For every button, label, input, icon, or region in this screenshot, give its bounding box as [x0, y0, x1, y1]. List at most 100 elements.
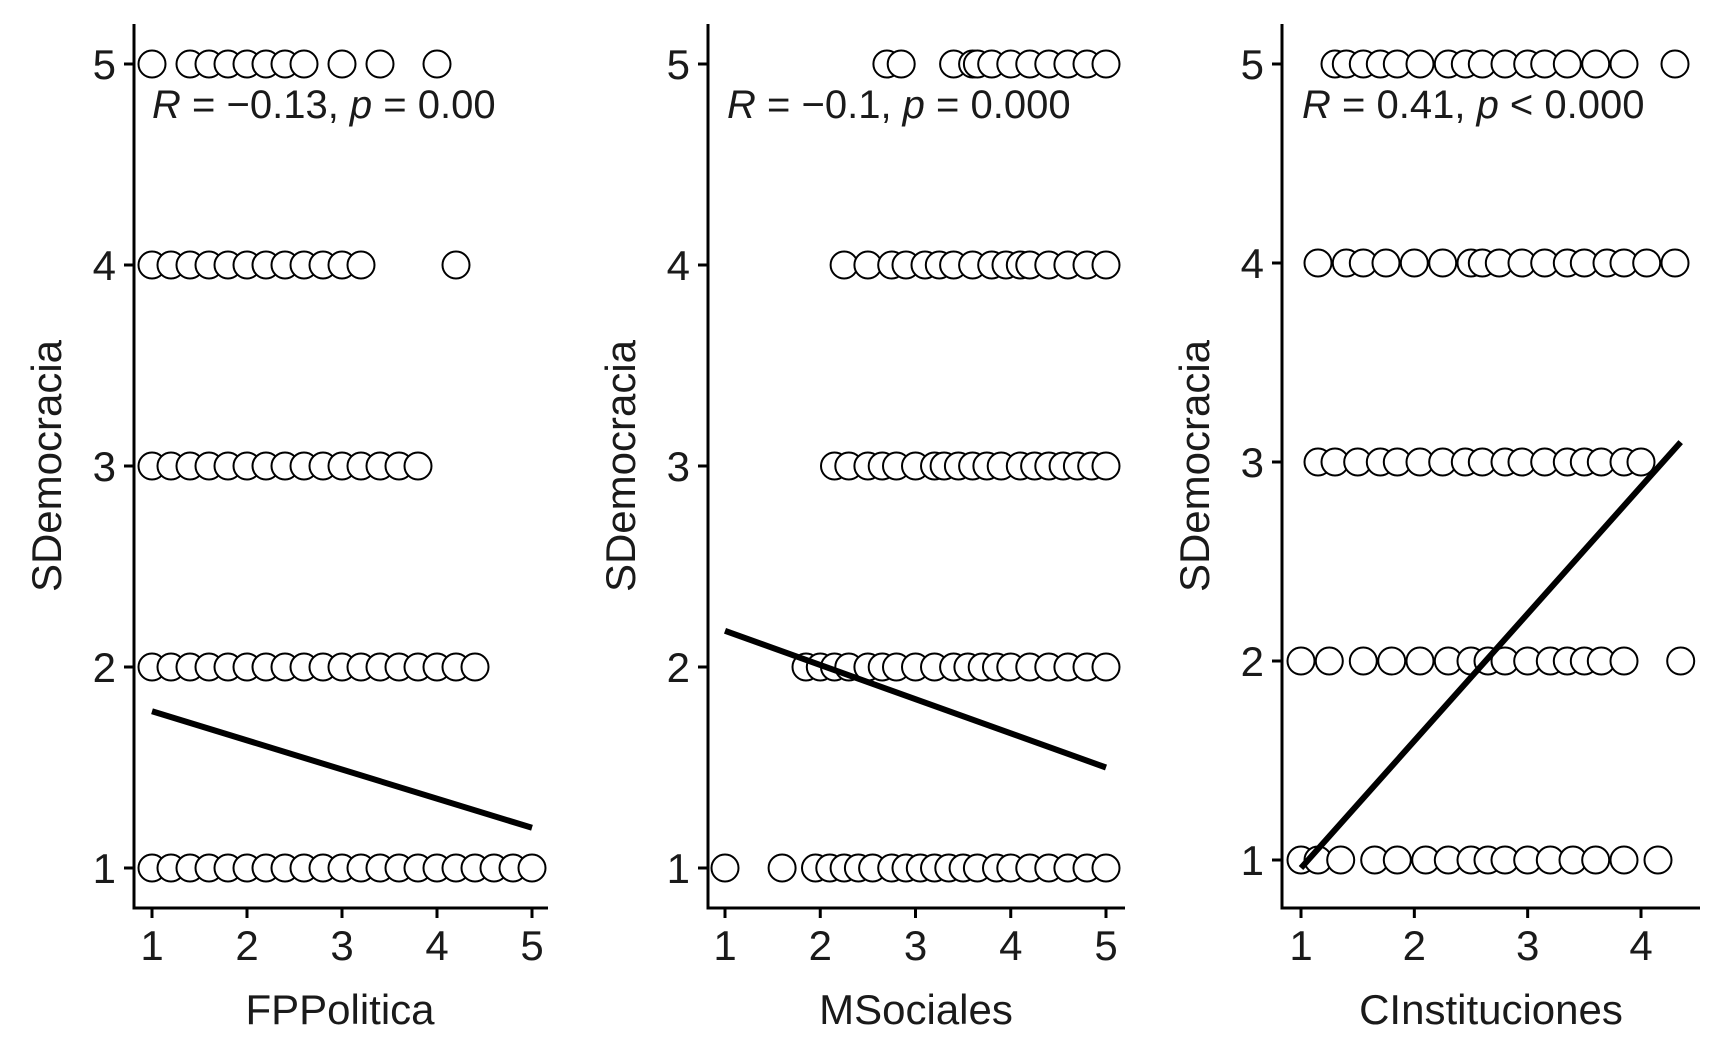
data-point: [1091, 250, 1121, 280]
points-group: [710, 49, 1121, 883]
data-point: [346, 250, 376, 280]
x-tick-label: 1: [713, 922, 736, 969]
annotation-symbol: R: [727, 83, 756, 127]
data-point: [1405, 49, 1435, 79]
y-axis-title: SDemocracia: [597, 339, 644, 592]
data-point: [1399, 248, 1429, 278]
data-point: [1091, 49, 1121, 79]
data-point: [1348, 646, 1378, 676]
x-axis-title: FPPolitica: [245, 986, 435, 1033]
data-point: [1371, 248, 1401, 278]
x-tick-label: 3: [1516, 922, 1539, 969]
x-tick-label: 4: [999, 922, 1022, 969]
data-point: [289, 49, 319, 79]
y-tick-label: 3: [1241, 439, 1264, 486]
data-point: [1643, 845, 1673, 875]
correlation-annotation: R = 0.41, p < 0.000: [1302, 83, 1645, 127]
x-tick-label: 5: [1094, 922, 1117, 969]
x-tick-label: 4: [425, 922, 448, 969]
y-axis-title: SDemocracia: [23, 339, 70, 592]
panel-1: 1 2 3 4 5 1 2 3 4 5 FPPolitica SDemocracia R = −0.13…: [23, 24, 548, 1033]
annotation-value: = −0.13,: [181, 83, 350, 127]
x-axis-title: MSociales: [819, 986, 1013, 1033]
regression-line: [1298, 440, 1683, 870]
regression-line: [151, 708, 533, 831]
data-point: [403, 451, 433, 481]
correlation-annotation: R = −0.1, p = 0.000: [727, 83, 1071, 127]
y-tick-label: 1: [667, 845, 690, 892]
data-point: [1609, 845, 1639, 875]
data-point: [1660, 49, 1690, 79]
y-tick-label: 4: [667, 242, 690, 289]
data-point: [767, 853, 797, 883]
data-point: [1377, 646, 1407, 676]
data-point: [1609, 49, 1639, 79]
y-tick-label: 5: [93, 41, 116, 88]
x-tick-label: 5: [520, 922, 543, 969]
data-point: [1286, 646, 1316, 676]
data-point: [137, 49, 167, 79]
data-point: [886, 49, 916, 79]
panel-2: 1 2 3 4 5 1 2 3 4 5 MSociales SDemocracia R = −0.1, …: [597, 24, 1125, 1033]
y-axis-title: SDemocracia: [1171, 339, 1218, 592]
annotation-symbol: p: [1476, 83, 1499, 127]
y-tick-label: 1: [1241, 837, 1264, 884]
y-tick-label: 3: [667, 443, 690, 490]
y-tick-label: 2: [93, 644, 116, 691]
y-tick-label: 4: [93, 242, 116, 289]
data-point: [1091, 652, 1121, 682]
x-tick-label: 2: [235, 922, 258, 969]
annotation-value: = 0.41,: [1331, 83, 1477, 127]
data-point: [1581, 49, 1611, 79]
annotation-value: = 0.00: [372, 83, 495, 127]
x-tick-label: 3: [904, 922, 927, 969]
y-tick-label: 2: [667, 644, 690, 691]
annotation-value: = 0.000: [925, 83, 1071, 127]
data-point: [1666, 646, 1696, 676]
data-point: [1091, 853, 1121, 883]
data-point: [365, 49, 395, 79]
x-tick-label: 2: [1403, 922, 1426, 969]
data-point: [1303, 248, 1333, 278]
x-tick-label: 3: [330, 922, 353, 969]
y-tick-label: 3: [93, 443, 116, 490]
data-point: [422, 49, 452, 79]
data-point: [1552, 49, 1582, 79]
data-point: [1405, 646, 1435, 676]
annotation-symbol: R: [152, 83, 181, 127]
y-tick-label: 1: [93, 845, 116, 892]
regression-line: [723, 627, 1108, 771]
data-point: [1581, 845, 1611, 875]
data-point: [1091, 451, 1121, 481]
x-tick-label: 4: [1629, 922, 1652, 969]
annotation-value: = −0.1,: [756, 83, 903, 127]
y-tick-label: 5: [667, 41, 690, 88]
x-tick-label: 2: [809, 922, 832, 969]
points-group: [1286, 49, 1696, 875]
annotation-symbol: p: [349, 83, 372, 127]
annotation-symbol: R: [1302, 83, 1331, 127]
data-point: [517, 853, 547, 883]
data-point: [441, 250, 471, 280]
x-tick-label: 1: [140, 922, 163, 969]
data-point: [460, 652, 490, 682]
data-point: [1609, 646, 1639, 676]
y-tick-label: 4: [1241, 240, 1264, 287]
data-point: [710, 853, 740, 883]
annotation-value: < 0.000: [1499, 83, 1645, 127]
data-point: [1660, 248, 1690, 278]
data-point: [327, 49, 357, 79]
data-point: [1314, 646, 1344, 676]
y-tick-label: 5: [1241, 41, 1264, 88]
correlation-annotation: R = −0.13, p = 0.00: [152, 83, 496, 127]
points-group: [137, 49, 547, 883]
data-point: [1632, 248, 1662, 278]
annotation-symbol: p: [902, 83, 925, 127]
data-point: [1382, 845, 1412, 875]
x-tick-label: 1: [1289, 922, 1312, 969]
data-point: [1626, 447, 1656, 477]
y-tick-label: 2: [1241, 638, 1264, 685]
